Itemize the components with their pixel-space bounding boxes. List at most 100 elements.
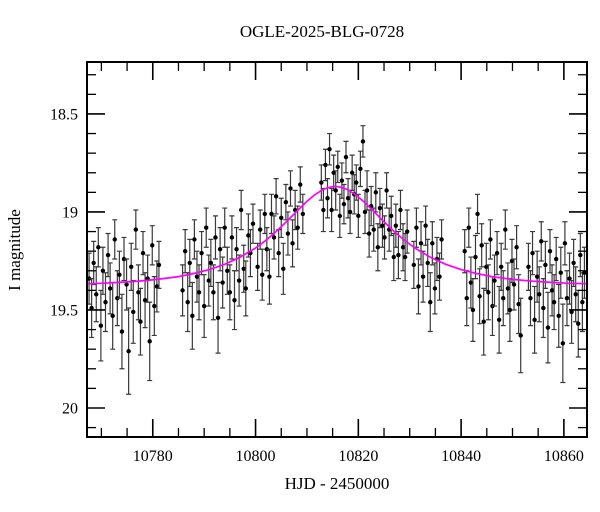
data-point bbox=[384, 188, 389, 193]
data-point bbox=[295, 225, 300, 230]
data-point bbox=[225, 268, 230, 273]
data-point bbox=[187, 260, 192, 266]
data-point bbox=[199, 250, 204, 256]
data-point bbox=[473, 254, 478, 260]
data-point bbox=[201, 303, 207, 309]
data-point bbox=[283, 199, 289, 205]
data-point bbox=[138, 319, 143, 324]
data-point bbox=[358, 166, 363, 172]
data-point bbox=[558, 270, 563, 275]
data-point bbox=[414, 225, 419, 230]
data-point bbox=[580, 299, 585, 305]
data-point bbox=[576, 321, 581, 326]
data-point bbox=[136, 290, 141, 295]
data-point bbox=[208, 260, 214, 266]
data-point bbox=[393, 223, 399, 228]
data-point bbox=[131, 309, 136, 315]
data-point bbox=[475, 211, 480, 217]
data-point bbox=[462, 248, 467, 254]
data-point bbox=[220, 280, 225, 285]
data-point bbox=[398, 207, 403, 213]
data-point bbox=[298, 182, 303, 187]
y-tick-label: 19.5 bbox=[50, 302, 78, 319]
data-point bbox=[420, 274, 426, 279]
data-point bbox=[154, 284, 160, 289]
data-point bbox=[222, 225, 227, 230]
data-point bbox=[290, 241, 295, 246]
data-point bbox=[364, 188, 370, 193]
data-point bbox=[477, 294, 482, 299]
data-point bbox=[327, 147, 332, 152]
data-point bbox=[142, 297, 148, 303]
data-point bbox=[496, 317, 502, 322]
data-point bbox=[110, 313, 115, 319]
data-point bbox=[285, 231, 291, 236]
data-point bbox=[373, 190, 378, 195]
chart-title: OGLE-2025-BLG-0728 bbox=[240, 22, 404, 41]
data-point bbox=[511, 282, 517, 287]
data-point bbox=[549, 288, 555, 293]
data-point bbox=[341, 201, 347, 207]
data-point bbox=[103, 299, 108, 305]
data-point bbox=[423, 223, 428, 228]
data-point bbox=[140, 250, 146, 256]
data-point bbox=[411, 262, 417, 268]
data-point bbox=[269, 211, 274, 217]
data-point bbox=[281, 266, 286, 272]
data-point bbox=[470, 307, 476, 313]
data-point bbox=[416, 284, 421, 289]
data-point bbox=[238, 207, 244, 213]
data-point bbox=[217, 247, 223, 252]
x-tick-label: 10860 bbox=[544, 448, 584, 465]
data-point bbox=[509, 258, 515, 264]
data-point bbox=[257, 227, 263, 232]
x-tick-label: 10780 bbox=[133, 448, 173, 465]
data-point bbox=[532, 317, 537, 322]
data-point bbox=[541, 305, 546, 311]
data-point bbox=[150, 243, 155, 248]
data-point bbox=[333, 188, 338, 193]
data-point bbox=[98, 323, 104, 328]
data-point bbox=[337, 213, 343, 219]
data-point bbox=[486, 290, 491, 295]
plot-frame bbox=[86, 61, 588, 438]
data-point bbox=[484, 264, 489, 270]
data-point bbox=[514, 245, 519, 250]
data-point bbox=[279, 215, 284, 221]
data-point bbox=[229, 235, 235, 240]
data-point bbox=[564, 296, 570, 301]
data-point bbox=[89, 305, 94, 311]
data-point bbox=[464, 296, 469, 301]
data-point bbox=[343, 154, 349, 160]
axes-layer: 10780 10800 10820 10840 10860 18.5 19 19.5 20 bbox=[50, 61, 588, 465]
y-axis-label: I magnitude bbox=[5, 209, 24, 291]
x-axis-label: HJD - 2450000 bbox=[285, 474, 390, 493]
data-point bbox=[366, 231, 372, 236]
data-point bbox=[494, 250, 500, 256]
data-point bbox=[246, 233, 251, 238]
data-point bbox=[437, 274, 442, 279]
data-point bbox=[430, 241, 435, 246]
data-point bbox=[375, 245, 381, 250]
data-point bbox=[211, 290, 216, 295]
data-point bbox=[180, 288, 185, 293]
data-point bbox=[400, 245, 406, 250]
data-point bbox=[119, 329, 125, 334]
data-point bbox=[126, 348, 131, 354]
data-point bbox=[534, 274, 540, 279]
data-point bbox=[468, 280, 474, 285]
data-point bbox=[227, 290, 233, 295]
y-tick-label: 18.5 bbox=[50, 106, 78, 123]
data-point bbox=[562, 241, 568, 246]
data-point bbox=[121, 256, 127, 262]
data-point bbox=[264, 247, 270, 252]
data-point bbox=[124, 282, 129, 287]
data-point bbox=[516, 301, 521, 307]
data-point bbox=[112, 237, 117, 242]
data-point bbox=[501, 296, 506, 301]
data-point bbox=[547, 248, 553, 254]
data-point bbox=[215, 315, 221, 321]
data-point bbox=[331, 170, 336, 175]
data-point bbox=[232, 297, 237, 303]
